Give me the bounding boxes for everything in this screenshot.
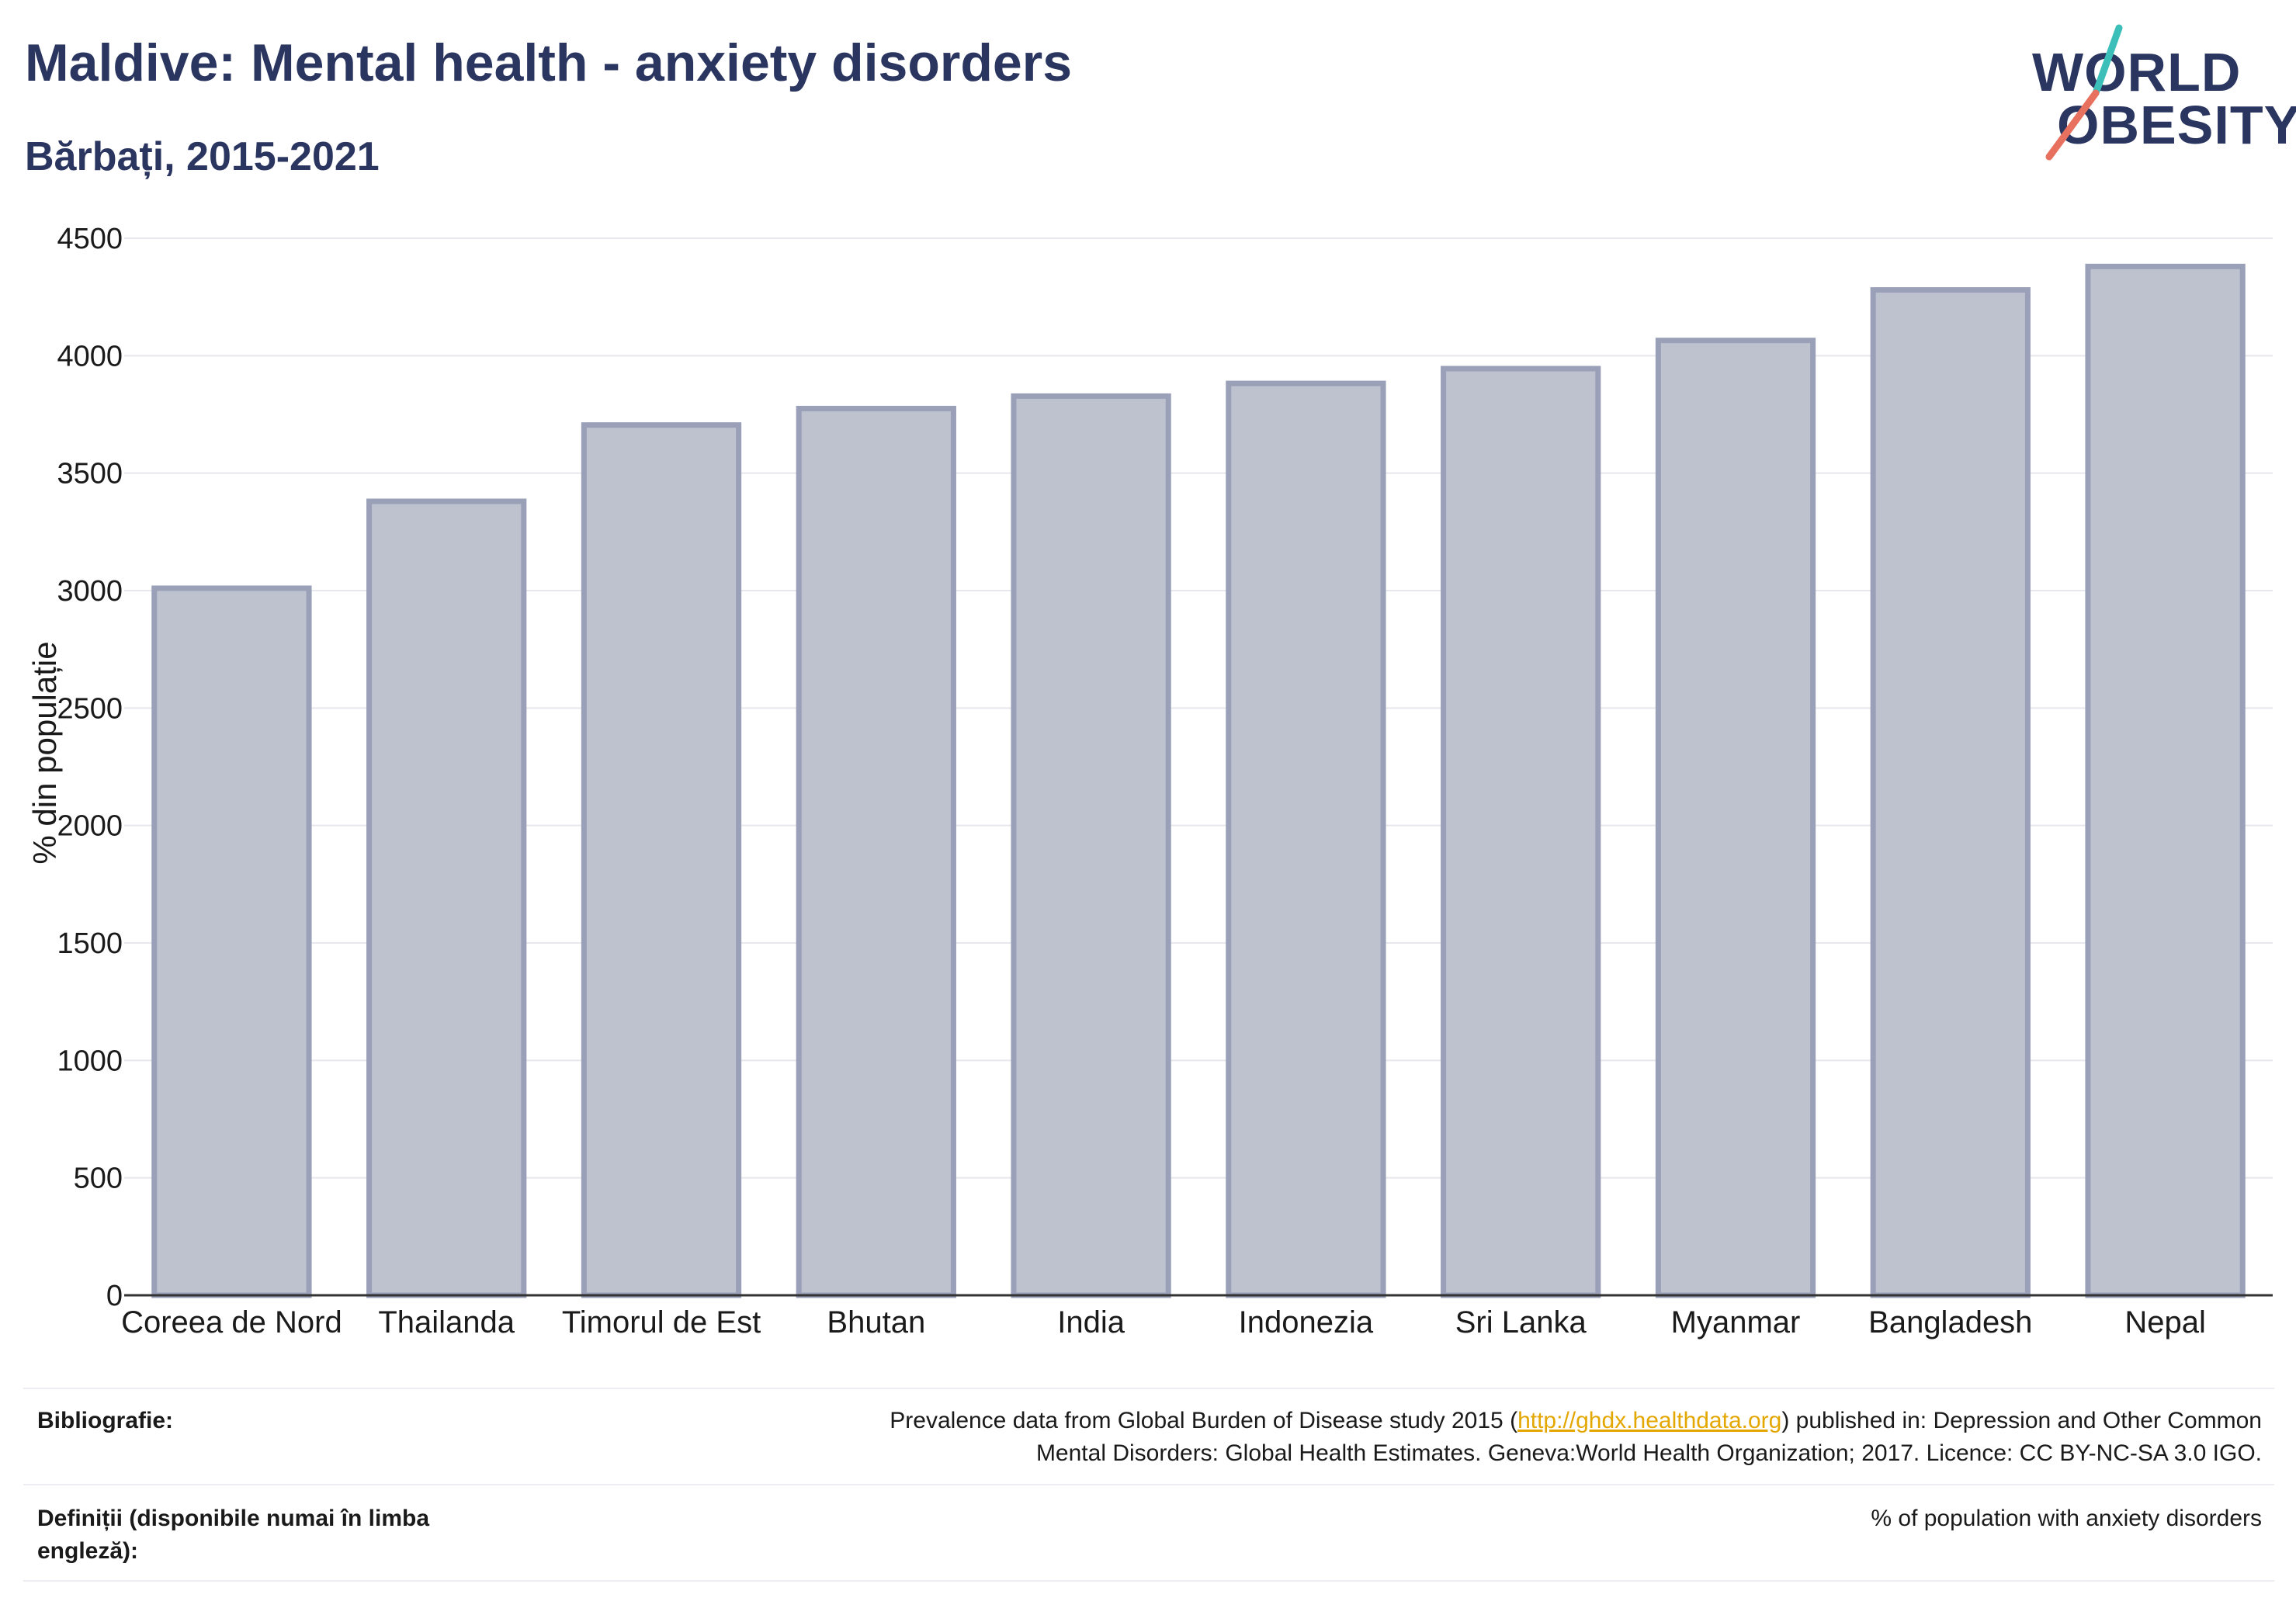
footer-divider-top	[23, 1388, 2274, 1389]
y-tick-label: 500	[74, 1163, 123, 1195]
footer-divider-bottom	[23, 1580, 2274, 1582]
bar-thailanda	[366, 498, 527, 1298]
world-obesity-logo: WORLD OBESITY	[2018, 23, 2296, 171]
y-tick-label: 1500	[57, 927, 123, 960]
bar-bangladesh	[1870, 287, 2031, 1298]
bibliography-text: Prevalence data from Global Burden of Di…	[632, 1405, 2262, 1470]
bar-myanmar	[1655, 338, 1816, 1298]
bar-nepal	[2085, 263, 2246, 1298]
definitions-text: % of population with anxiety disorders	[1871, 1506, 2262, 1531]
bibliography-text-end: ) published in: Depression and Other Com…	[1781, 1408, 2262, 1433]
bibliography-text-start: Prevalence data from Global Burden of Di…	[890, 1408, 1518, 1433]
logo-line-2: OBESITY	[2057, 95, 2296, 155]
chart-subtitle: Bărbați, 2015-2021	[25, 134, 380, 179]
y-tick-label: 4000	[57, 340, 123, 373]
y-tick-label: 1000	[57, 1045, 123, 1077]
bibliography-link[interactable]: http://ghdx.healthdata.org	[1517, 1408, 1782, 1433]
y-tick-label: 2500	[57, 692, 123, 725]
chart-title: Maldive: Mental health - anxiety disorde…	[25, 33, 1073, 92]
y-tick-label: 2000	[57, 810, 123, 843]
x-tick-label: Timorul de Est	[562, 1305, 761, 1340]
x-tick-label: Nepal	[2124, 1305, 2206, 1340]
x-tick-label: Thailanda	[378, 1305, 515, 1340]
footer-definitions: Definiții (disponibile numai în limba en…	[23, 1484, 2274, 1580]
bar-india	[1011, 393, 1171, 1298]
bar-coreea-de-nord	[151, 585, 312, 1298]
definitions-label: Definiții (disponibile numai în limba en…	[37, 1506, 430, 1564]
x-tick-label: Bhutan	[827, 1305, 925, 1340]
logo-line-1: WORLD	[2032, 42, 2242, 102]
y-tick-label: 0	[106, 1280, 123, 1312]
logo-slash-icon	[2045, 24, 2123, 161]
footer-bibliography: Bibliografie: Prevalence data from Globa…	[23, 1388, 2274, 1484]
bar-timorul-de-est	[581, 422, 742, 1298]
x-tick-label: India	[1057, 1305, 1125, 1340]
y-tick-label: 3000	[57, 575, 123, 608]
bar-sri-lanka	[1441, 366, 1601, 1298]
bar-chart: 0 500 1000 1500 2000 2500 3000 3500 4000 4500 Cor…	[26, 223, 2273, 1340]
y-axis-ticks: 0 500 1000 1500 2000 2500 3000 3500 4000 4500	[57, 223, 123, 1312]
bars	[151, 263, 2246, 1298]
y-axis-label: % din populație	[26, 641, 63, 864]
bar-bhutan	[796, 405, 956, 1298]
x-tick-label: Coreea de Nord	[121, 1305, 342, 1340]
x-tick-label: Myanmar	[1671, 1305, 1801, 1340]
y-tick-label: 3500	[57, 458, 123, 490]
bar-indonezia	[1226, 380, 1386, 1298]
footer-divider-middle	[23, 1484, 2274, 1485]
bibliography-label: Bibliografie:	[37, 1408, 174, 1433]
x-tick-label: Indonezia	[1239, 1305, 1374, 1340]
x-axis-labels: Coreea de Nord Thailanda Timorul de Est Bhu…	[121, 1305, 2206, 1340]
bibliography-text-line2: Mental Disorders: Global Health Estimate…	[1035, 1440, 2262, 1466]
x-tick-label: Bangladesh	[1868, 1305, 2032, 1340]
x-tick-label: Sri Lanka	[1455, 1305, 1587, 1340]
y-tick-label: 4500	[57, 223, 123, 255]
